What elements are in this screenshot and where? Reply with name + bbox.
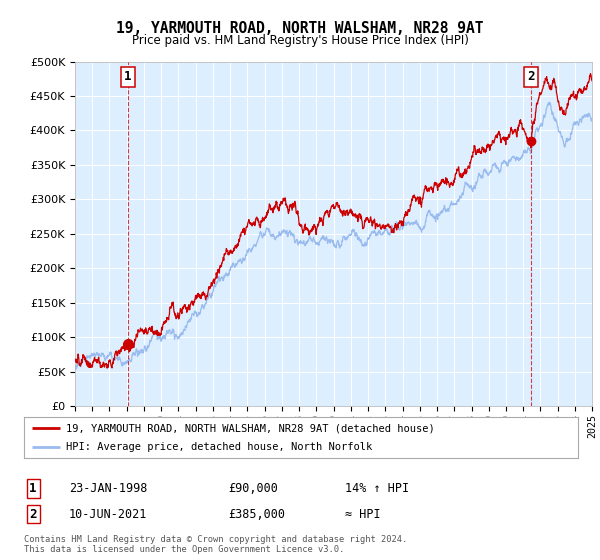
- Text: Price paid vs. HM Land Registry's House Price Index (HPI): Price paid vs. HM Land Registry's House …: [131, 34, 469, 46]
- Text: Contains HM Land Registry data © Crown copyright and database right 2024.
This d: Contains HM Land Registry data © Crown c…: [24, 535, 407, 554]
- Text: £385,000: £385,000: [228, 507, 285, 521]
- Text: 1: 1: [124, 70, 131, 83]
- Text: 14% ↑ HPI: 14% ↑ HPI: [345, 482, 409, 495]
- Text: HPI: Average price, detached house, North Norfolk: HPI: Average price, detached house, Nort…: [65, 442, 372, 451]
- Text: 1: 1: [29, 482, 37, 495]
- Text: 10-JUN-2021: 10-JUN-2021: [69, 507, 148, 521]
- Text: 23-JAN-1998: 23-JAN-1998: [69, 482, 148, 495]
- Text: £90,000: £90,000: [228, 482, 278, 495]
- Text: ≈ HPI: ≈ HPI: [345, 507, 380, 521]
- Text: 19, YARMOUTH ROAD, NORTH WALSHAM, NR28 9AT: 19, YARMOUTH ROAD, NORTH WALSHAM, NR28 9…: [116, 21, 484, 36]
- Text: 19, YARMOUTH ROAD, NORTH WALSHAM, NR28 9AT (detached house): 19, YARMOUTH ROAD, NORTH WALSHAM, NR28 9…: [65, 423, 434, 433]
- Text: 2: 2: [29, 507, 37, 521]
- Text: 2: 2: [527, 70, 535, 83]
